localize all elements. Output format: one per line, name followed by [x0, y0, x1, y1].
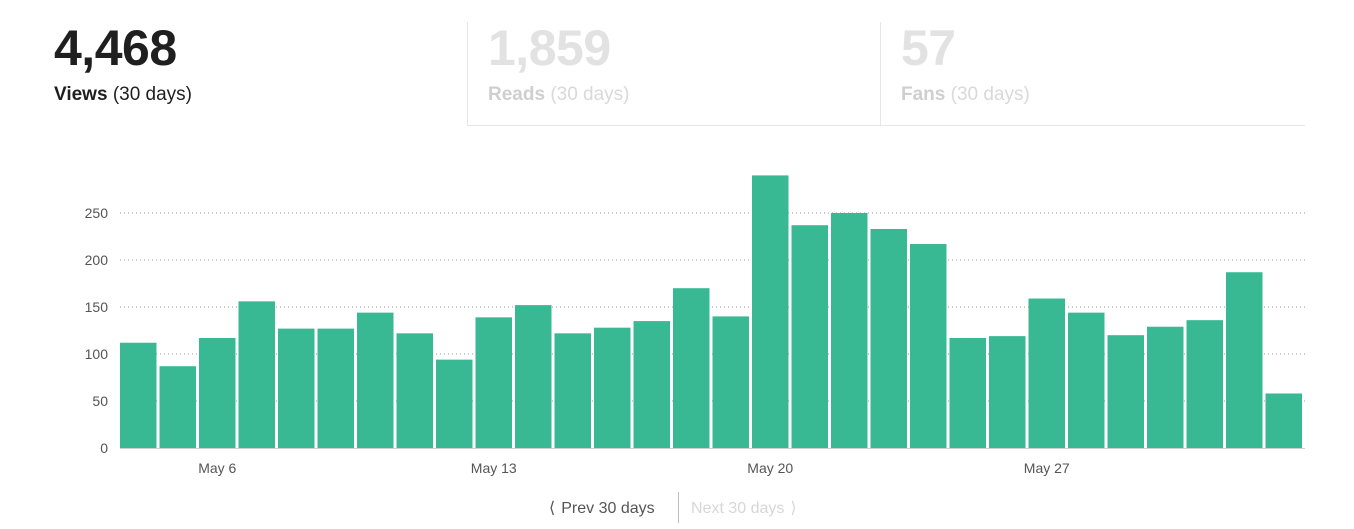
- fans-period: (30 days): [950, 84, 1030, 105]
- fans-label: Fans (30 days): [901, 84, 1305, 106]
- fans-count: 57: [901, 20, 956, 76]
- next-label: Next 30 days: [691, 500, 785, 517]
- x-tick-label: May 6: [198, 460, 236, 476]
- fans-label-text: Fans: [901, 84, 946, 105]
- bar[interactable]: [357, 312, 394, 448]
- stats-tabs: 4,468 Views (30 days) 1,859 Reads (30 da…: [0, 0, 1354, 130]
- bar[interactable]: [1265, 393, 1303, 448]
- bar[interactable]: [831, 213, 868, 448]
- bar[interactable]: [1147, 326, 1184, 448]
- bar[interactable]: [791, 225, 829, 448]
- bar[interactable]: [594, 327, 631, 448]
- bar[interactable]: [199, 338, 236, 448]
- y-tick-label: 50: [92, 393, 108, 409]
- x-axis-ticks: May 6 May 13 May 20 May 27: [198, 460, 1070, 476]
- views-count: 4,468: [54, 20, 177, 76]
- bar[interactable]: [515, 305, 552, 448]
- y-tick-label: 200: [85, 252, 109, 268]
- bar[interactable]: [554, 333, 592, 448]
- bar[interactable]: [673, 288, 710, 448]
- bar[interactable]: [278, 328, 315, 448]
- y-tick-label: 150: [85, 299, 109, 315]
- y-tick-label: 250: [85, 205, 109, 221]
- bar[interactable]: [870, 228, 908, 448]
- bar[interactable]: [396, 333, 434, 448]
- bar[interactable]: [752, 175, 789, 448]
- views-label-text: Views: [54, 84, 108, 105]
- bar[interactable]: [475, 317, 513, 448]
- bar[interactable]: [1068, 312, 1105, 448]
- tab-fans[interactable]: 57 Fans (30 days): [880, 22, 1305, 126]
- bar[interactable]: [1028, 298, 1066, 448]
- bar[interactable]: [159, 366, 197, 448]
- bar[interactable]: [1107, 335, 1145, 448]
- bar[interactable]: [949, 338, 987, 448]
- reads-label-text: Reads: [488, 84, 546, 105]
- bar[interactable]: [436, 359, 473, 448]
- y-tick-label: 0: [100, 440, 108, 456]
- bar[interactable]: [1186, 320, 1224, 448]
- bar[interactable]: [989, 336, 1026, 448]
- bars: [120, 175, 1302, 448]
- tab-reads[interactable]: 1,859 Reads (30 days): [467, 22, 880, 126]
- prev-30-days-button[interactable]: ⟨ Prev 30 days: [543, 498, 655, 518]
- bar[interactable]: [317, 328, 355, 448]
- chevron-right-icon: ⟩: [790, 500, 797, 517]
- chevron-left-icon: ⟨: [549, 500, 556, 517]
- views-bar-chart: 0 50 100 150 200 250 May 6 May 13 May 20 May 27: [85, 175, 1305, 476]
- bar[interactable]: [712, 316, 750, 448]
- tab-views[interactable]: 4,468 Views (30 days): [54, 22, 467, 126]
- views-label: Views (30 days): [54, 84, 467, 106]
- bar[interactable]: [238, 301, 276, 448]
- reads-period: (30 days): [550, 84, 630, 105]
- y-axis-ticks: 0 50 100 150 200 250: [85, 205, 109, 456]
- pager-divider: [678, 492, 679, 523]
- x-tick-label: May 13: [471, 460, 517, 476]
- bar[interactable]: [910, 244, 947, 448]
- reads-label: Reads (30 days): [488, 84, 880, 106]
- x-tick-label: May 27: [1024, 460, 1070, 476]
- views-period: (30 days): [112, 84, 193, 105]
- prev-label: Prev 30 days: [561, 500, 655, 517]
- y-tick-label: 100: [85, 346, 109, 362]
- reads-count: 1,859: [488, 20, 611, 76]
- pager: ⟨ Prev 30 days Next 30 days ⟩: [0, 492, 1354, 526]
- bar[interactable]: [1226, 272, 1263, 448]
- bar[interactable]: [633, 321, 671, 448]
- next-30-days-button: Next 30 days ⟩: [691, 498, 803, 518]
- bar[interactable]: [120, 342, 157, 448]
- x-tick-label: May 20: [747, 460, 793, 476]
